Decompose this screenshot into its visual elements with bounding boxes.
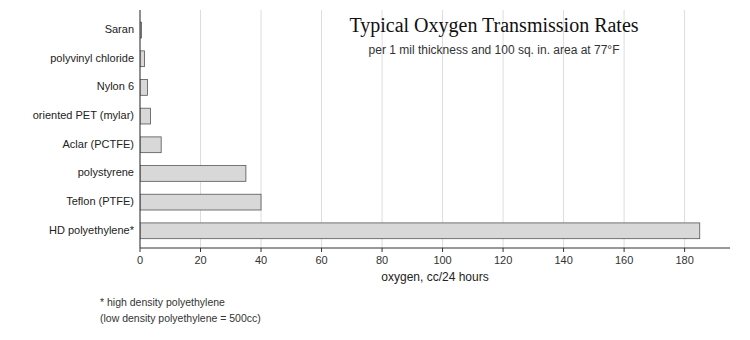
x-tick: [503, 248, 504, 252]
bar: [140, 108, 151, 124]
x-tick: [442, 248, 443, 252]
subtitle: per 1 mil thickness and 100 sq. in. area…: [369, 43, 620, 57]
category-label: polystyrene: [78, 166, 134, 178]
x-tick: [684, 248, 685, 252]
grid-line: [684, 10, 685, 248]
x-tick-label: 40: [255, 254, 267, 266]
x-tick-label: 80: [376, 254, 388, 266]
x-tick-label: 140: [554, 254, 572, 266]
x-tick: [140, 248, 141, 252]
grid-line: [624, 10, 625, 248]
x-axis-label: oxygen, cc/24 hours: [381, 270, 488, 284]
x-tick: [321, 248, 322, 252]
category-label: HD polyethylene*: [49, 224, 135, 236]
x-tick: [200, 248, 201, 252]
x-tick-label: 0: [137, 254, 143, 266]
x-tick-label: 120: [494, 254, 512, 266]
category-label: Aclar (PCTFE): [63, 138, 135, 150]
x-axis-line: [140, 248, 730, 249]
x-tick: [261, 248, 262, 252]
category-label: polyvinyl chloride: [50, 52, 134, 64]
footnote: * high density polyethylene: [100, 296, 225, 308]
x-tick: [624, 248, 625, 252]
title: Typical Oxygen Transmission Rates: [349, 14, 638, 37]
grid-line: [321, 10, 322, 248]
x-tick-label: 20: [194, 254, 206, 266]
bar: [140, 223, 700, 239]
y-axis-line: [140, 10, 141, 248]
category-label: oriented PET (mylar): [33, 109, 134, 121]
x-tick: [382, 248, 383, 252]
category-label: Teflon (PTFE): [66, 195, 134, 207]
bar: [140, 194, 261, 210]
x-tick-label: 100: [433, 254, 451, 266]
footnote: (low density polyethylene = 500cc): [100, 312, 261, 324]
grid-line: [140, 10, 141, 248]
grid-line: [261, 10, 262, 248]
bar: [140, 166, 246, 182]
category-label: Saran: [105, 23, 134, 35]
category-label: Nylon 6: [97, 80, 134, 92]
bar: [140, 80, 148, 96]
bars: [140, 22, 700, 238]
grid-line: [200, 10, 201, 248]
x-tick-label: 180: [675, 254, 693, 266]
bar: [140, 137, 161, 153]
chart: 0 20 40 60 80 100 120 140 160 180 HD polyethylene*…: [0, 0, 750, 340]
x-tick-label: 60: [315, 254, 327, 266]
x-tick: [563, 248, 564, 252]
bar: [140, 51, 145, 67]
grid: [140, 10, 685, 248]
x-tick-label: 160: [615, 254, 633, 266]
